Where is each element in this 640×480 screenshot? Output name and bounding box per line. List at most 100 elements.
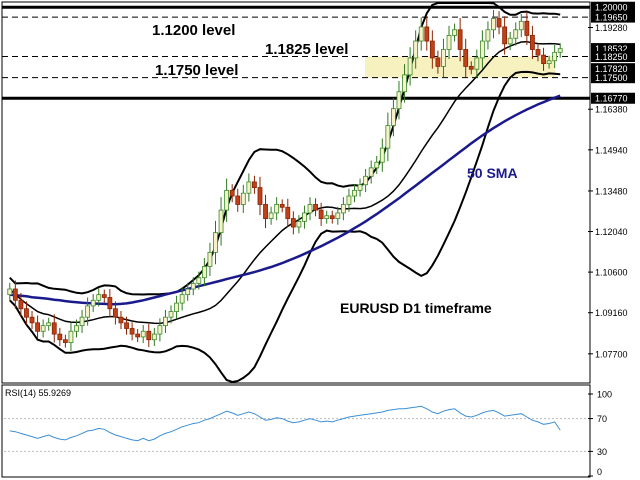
candle-body [313, 204, 318, 211]
candle-body [7, 288, 13, 296]
price-tick-badge [591, 1, 635, 13]
sma50-layer [9, 94, 561, 306]
candle-body [535, 49, 541, 56]
candle-body [279, 204, 285, 208]
price-tick-label: 1.07700 [595, 349, 628, 359]
price-tick-label: 1.19280 [595, 23, 628, 33]
candle-body [235, 195, 241, 205]
candle-body [424, 26, 430, 42]
candle-body [207, 251, 213, 267]
candle-body [457, 29, 463, 50]
candle-body [402, 74, 407, 93]
candle-body [302, 212, 307, 222]
candle-body [307, 204, 313, 214]
candle-body [168, 311, 174, 318]
candle-body [513, 29, 519, 39]
candle-body [479, 40, 485, 59]
candle-body [118, 316, 124, 324]
price-tick-label: 1.14940 [595, 145, 628, 155]
candle-body [229, 189, 235, 197]
candle-body [90, 299, 96, 307]
candle-body [391, 108, 396, 126]
candle-body [96, 294, 102, 301]
price-tick-label: 1.16380 [595, 105, 628, 115]
candle-body [196, 277, 202, 284]
price-tick-badge [591, 92, 635, 104]
candle-body [40, 325, 46, 332]
sma50-line [9, 94, 561, 306]
candle-body [185, 288, 191, 296]
candle-body [541, 54, 546, 64]
candle-body [246, 181, 252, 194]
rsi-tick-label: 30 [597, 447, 607, 457]
candle-body [151, 333, 157, 341]
price-tick-label: 1.10600 [595, 268, 628, 278]
candle-body [268, 212, 274, 219]
candle-body [263, 204, 268, 219]
candle-body [74, 325, 79, 332]
candle-body [374, 161, 380, 169]
candle-body [213, 232, 218, 253]
candle-body [446, 35, 452, 50]
rsi-tick-label: 0 [597, 467, 602, 477]
price-tick-label: 1.16770 [595, 94, 628, 104]
candle-body [296, 220, 302, 228]
candle-body [324, 215, 330, 219]
price-tick-badge [591, 51, 635, 63]
rsi-layer: 100 70 30 0 [4, 390, 612, 477]
candle-body [518, 20, 524, 31]
price-tick-badge [591, 72, 635, 84]
price-tick-label: 1.13480 [595, 186, 628, 196]
candle-body [552, 51, 558, 62]
bollinger-middle-line [9, 40, 561, 325]
price-tick-label: 1.12040 [595, 227, 628, 237]
rsi-tick-label: 100 [597, 390, 612, 400]
candle-body [530, 35, 535, 50]
candle-body [107, 297, 113, 310]
rsi-title: RSI(14) 55.9269 [5, 388, 71, 398]
candle-body [429, 40, 435, 59]
candle-body [485, 29, 491, 42]
candle-body [201, 266, 207, 279]
candle-body [340, 204, 346, 214]
candle-body [135, 333, 141, 338]
candle-body [218, 209, 224, 234]
candle-body [418, 26, 424, 42]
annotation-timeframe: EURUSD D1 timeframe [340, 300, 492, 316]
candle-body [546, 60, 552, 64]
candle-body [113, 308, 118, 318]
candle-body [346, 195, 352, 205]
candle-body [190, 282, 196, 290]
candle-body [468, 66, 474, 70]
candle-body [18, 299, 24, 310]
candle-body [379, 147, 385, 163]
candle-body [68, 330, 74, 343]
rsi-tick-label: 70 [597, 414, 607, 424]
candle-body [129, 328, 135, 335]
bollinger-bands-layer [9, 2, 561, 384]
candle-body [413, 40, 419, 59]
candle-body [79, 316, 85, 327]
price-tick-badge [591, 43, 635, 55]
price-tick-label: 1.18250 [595, 52, 628, 62]
price-tick-label: 1.17820 [595, 64, 628, 74]
annotation-11825-level: 1.1825 level [265, 41, 348, 58]
candle-body [101, 294, 107, 298]
price-tick-label: 1.18532 [595, 44, 628, 54]
candle-body [352, 189, 357, 197]
candle-body [140, 330, 146, 338]
candle-body [368, 167, 374, 177]
candle-body [240, 192, 246, 205]
candle-body [46, 322, 52, 327]
candle-body [396, 91, 402, 110]
candle-body [224, 189, 230, 211]
candle-body [57, 333, 63, 341]
price-tick-badge [591, 63, 635, 75]
annotation-1200-level: 1.1200 level [152, 22, 235, 39]
candle-body [174, 302, 179, 312]
annotation-11750-level: 1.1750 level [155, 62, 238, 79]
candle-body [163, 316, 168, 327]
